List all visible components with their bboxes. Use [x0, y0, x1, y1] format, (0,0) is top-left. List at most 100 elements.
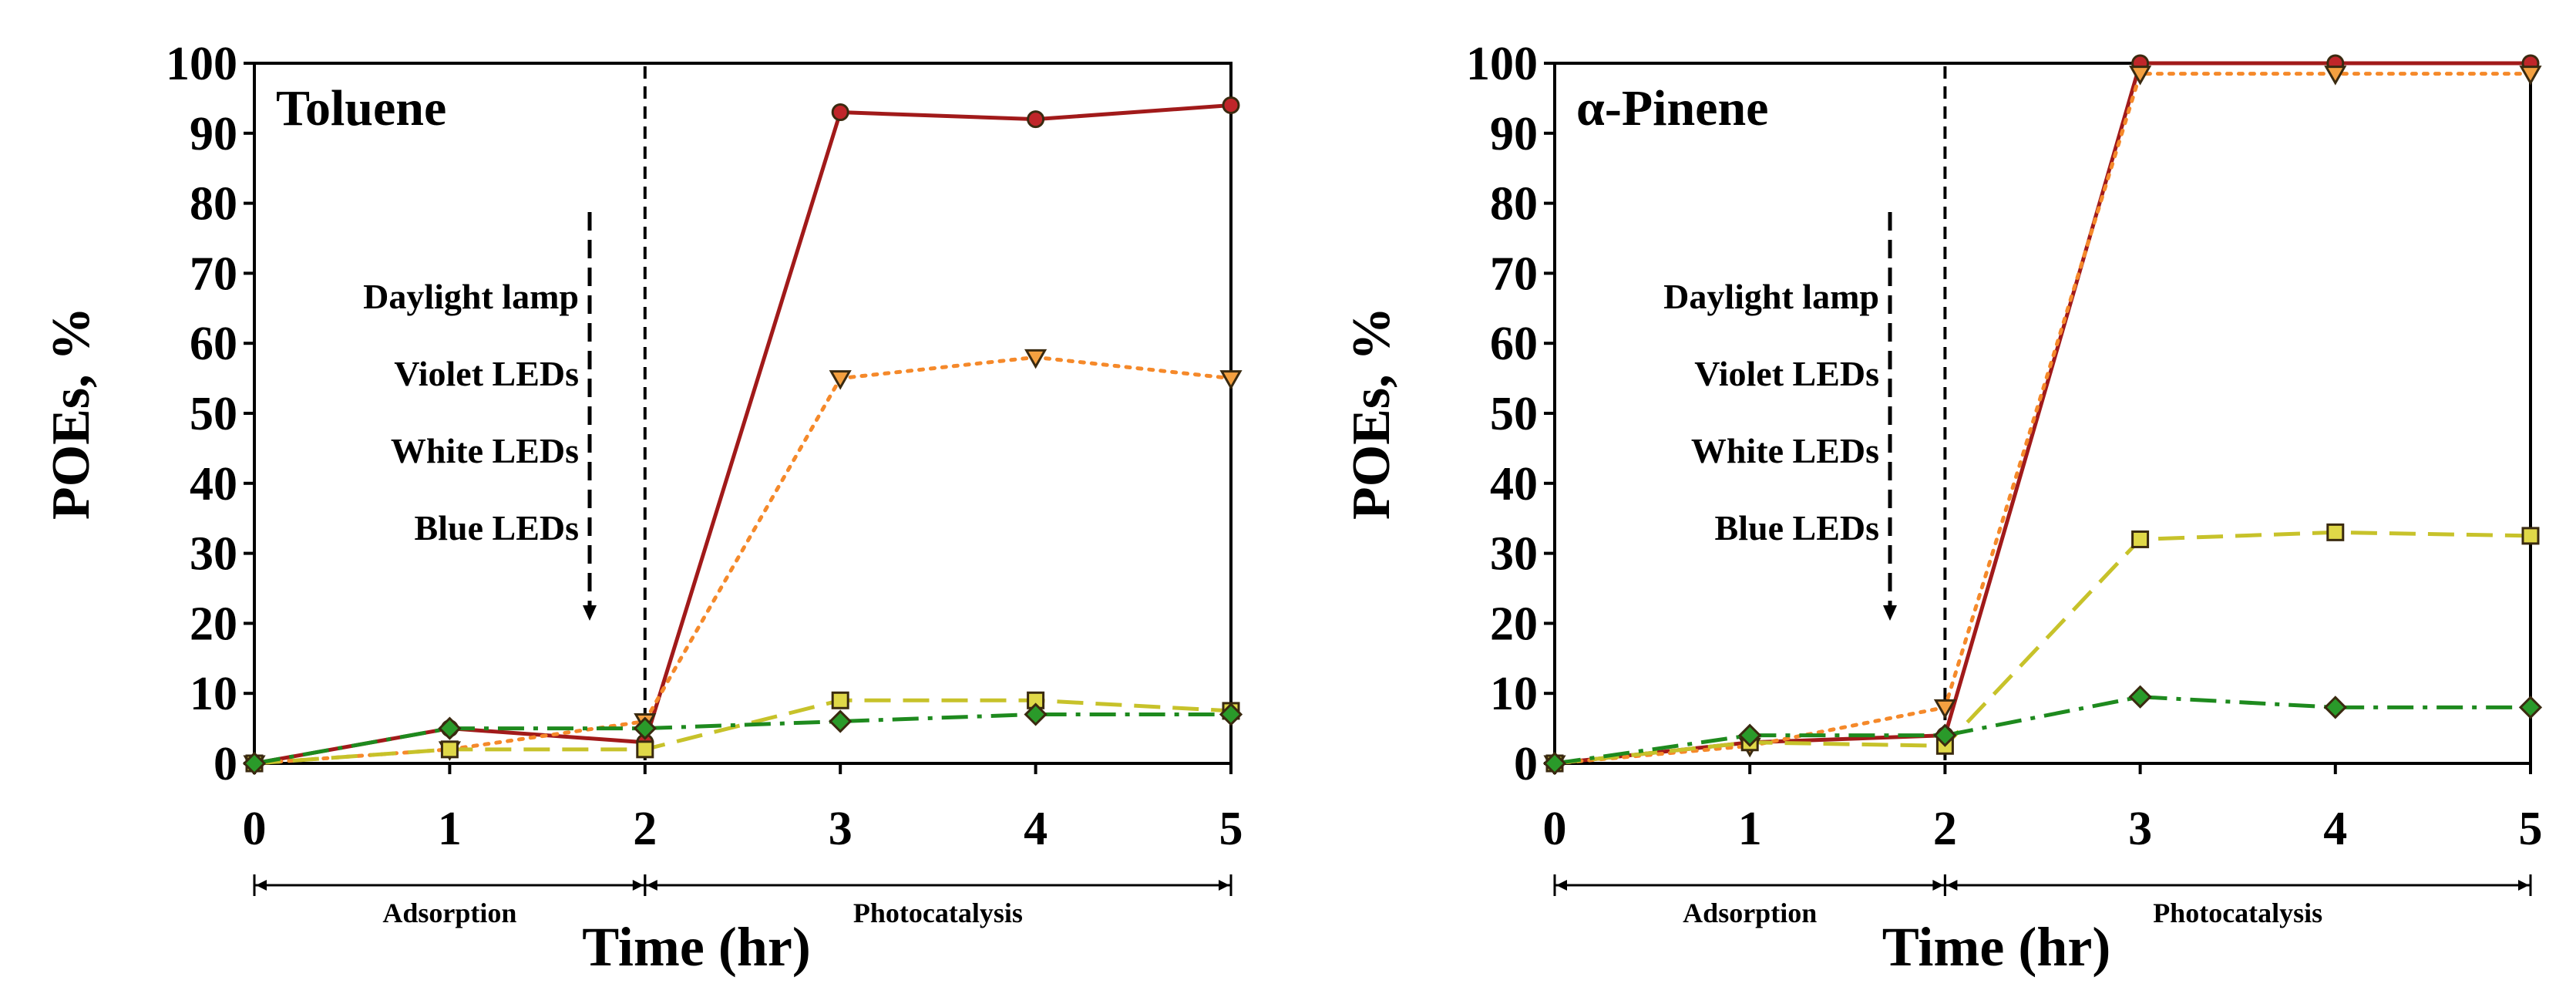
legend-label: Daylight lamp: [1663, 277, 1879, 316]
phase-arrow-right: [1219, 880, 1229, 891]
plot-frame: [253, 62, 1233, 765]
y-tick-label: 30: [1490, 528, 1538, 581]
panel-title: Toluene: [276, 80, 446, 136]
x-tick-label: 0: [243, 803, 267, 855]
x-tick-label: 4: [1024, 803, 1048, 855]
phase-arrow-right: [632, 880, 644, 891]
x-tick-label: 4: [2323, 803, 2347, 855]
y-tick-label: 70: [190, 248, 237, 300]
data-point: [829, 370, 852, 390]
y-tick-label: 0: [1514, 738, 1538, 790]
legend-label: Blue LEDs: [415, 508, 579, 547]
data-point: [2323, 696, 2347, 719]
x-tick-label: 1: [438, 803, 462, 855]
y-tick-label: 60: [190, 318, 237, 370]
data-point: [438, 716, 462, 740]
data-point: [1219, 370, 1243, 390]
legend-label: Blue LEDs: [1715, 508, 1879, 547]
y-tick-label: 50: [1490, 388, 1538, 440]
data-point: [1219, 702, 1243, 726]
x-tick-label: 5: [1219, 803, 1243, 855]
y-tick-label: 30: [190, 528, 237, 581]
data-point: [1027, 110, 1045, 129]
y-tick-label: 80: [1490, 178, 1538, 231]
phase-arrow-right: [2518, 880, 2529, 891]
y-tick-label: 70: [1490, 248, 1538, 300]
x-tick-label: 5: [2519, 803, 2543, 855]
data-point: [1024, 702, 1048, 726]
y-tick-label: 0: [214, 738, 237, 790]
data-point: [2518, 696, 2543, 719]
phase-arrow-left: [256, 880, 267, 891]
series-line-blue-leds: [1554, 695, 2531, 766]
data-point: [242, 751, 267, 776]
data-point: [2131, 530, 2150, 548]
x-tick-label: 0: [1543, 803, 1567, 855]
x-tick-label: 1: [1738, 803, 1762, 855]
y-tick-label: 10: [190, 668, 237, 720]
data-point: [2521, 527, 2540, 545]
data-point: [440, 740, 459, 759]
phase-arrow-right: [1932, 880, 1944, 891]
legend-label: White LEDs: [391, 431, 579, 470]
series-line-blue-leds: [254, 712, 1231, 766]
data-point: [2519, 66, 2542, 86]
y-tick-label: 90: [1490, 108, 1538, 160]
y-axis-label: POEs, %: [42, 307, 101, 520]
y-tick-label: 20: [190, 598, 237, 650]
series-line-white-leds: [1554, 530, 2531, 766]
phase-arrow-left: [646, 880, 657, 891]
series-line-white-leds: [254, 698, 1232, 766]
data-point: [636, 740, 654, 759]
legend-label: White LEDs: [1691, 431, 1879, 470]
y-tick-label: 60: [1490, 318, 1538, 370]
legend-arrow-head: [1883, 605, 1897, 621]
y-tick-label: 40: [1490, 458, 1538, 510]
data-point: [1024, 349, 1048, 369]
y-tick-label: 100: [166, 38, 237, 90]
data-point: [1542, 751, 1567, 776]
x-axis-label: Time (hr): [582, 916, 811, 978]
data-point: [1933, 723, 1957, 747]
toluene-panel: 0 10 20 30 40 50 60 70 80 90 100 0 1 2 3 4 5 POEs, % Tolue…: [42, 38, 1243, 978]
data-point: [1933, 699, 1956, 719]
legend-label: Violet LEDs: [394, 354, 579, 393]
phase-label: Photocatalysis: [853, 898, 1023, 928]
y-tick-label: 40: [190, 458, 237, 510]
data-point: [2324, 66, 2347, 86]
x-tick-label: 3: [2128, 803, 2152, 855]
data-point: [831, 691, 849, 709]
data-point: [2128, 685, 2152, 709]
data-point: [2129, 66, 2152, 86]
x-axis-label: Time (hr): [1882, 916, 2111, 978]
phase-arrow-left: [1556, 880, 1567, 891]
y-tick-label: 80: [190, 178, 237, 231]
x-tick-label: 2: [633, 803, 657, 855]
y-axis-label: POEs, %: [1342, 307, 1401, 520]
data-point: [831, 103, 849, 122]
series-line-violet-leds: [1552, 72, 2533, 766]
y-tick-label: 90: [190, 108, 237, 160]
y-tick-label: 100: [1466, 38, 1538, 90]
data-point: [2326, 523, 2345, 541]
alpha-pinene-panel: 0 10 20 30 40 50 60 70 80 90 100 0 1 2 3 4 5 POEs, % α-Pin…: [1342, 38, 2543, 978]
panel-title: α-Pinene: [1576, 80, 1768, 136]
phase-label: Photocatalysis: [2153, 898, 2322, 928]
data-point: [1222, 96, 1240, 114]
y-tick-label: 20: [1490, 598, 1538, 650]
data-point: [829, 709, 853, 733]
phase-arrow-left: [1946, 880, 1958, 891]
legend-arrow-head: [583, 605, 597, 621]
x-tick-label: 3: [829, 803, 853, 855]
series-line-violet-leds: [252, 355, 1233, 766]
y-tick-label: 10: [1490, 668, 1538, 720]
legend-label: Daylight lamp: [363, 277, 579, 316]
phase-label: Adsorption: [382, 898, 516, 928]
phase-label: Adsorption: [1683, 898, 1817, 928]
series-line-daylight-lamp: [1554, 61, 2531, 766]
plot-frame: [1553, 62, 2532, 765]
data-point: [633, 716, 657, 740]
x-tick-label: 2: [1933, 803, 1957, 855]
data-point: [1738, 723, 1762, 747]
